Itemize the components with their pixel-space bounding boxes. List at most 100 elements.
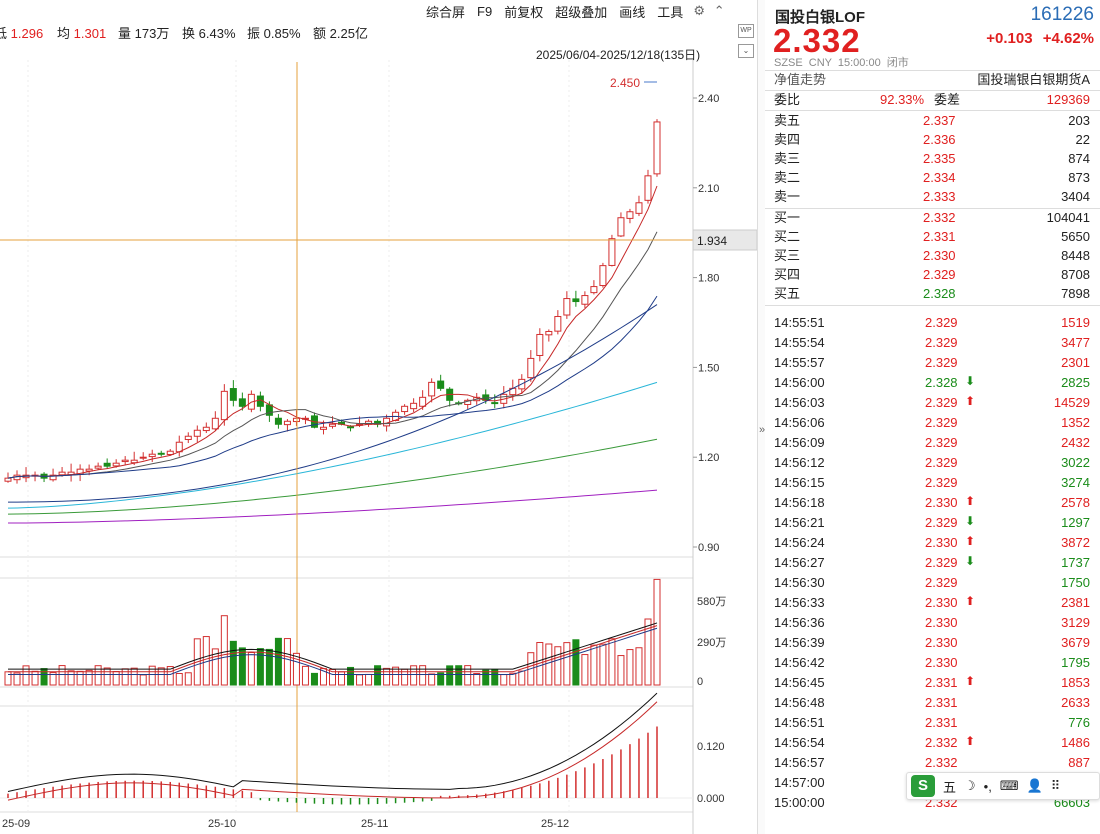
volume-bar	[256, 648, 264, 686]
wp-button[interactable]: WP	[738, 24, 754, 38]
tick-time: 14:56:54	[774, 735, 825, 750]
volume-bar	[292, 652, 300, 686]
bid-price: 2.330	[923, 248, 956, 263]
chevron-right-icon[interactable]: »	[759, 424, 766, 436]
volume-bar	[247, 652, 255, 686]
volume-bar	[229, 640, 237, 686]
arrow-down-icon: ⬇	[965, 554, 976, 568]
volume-bar	[473, 673, 481, 686]
punctuation-icon[interactable]: •,	[983, 778, 992, 794]
tick-time: 14:55:57	[774, 355, 825, 370]
tick-time: 14:57:00	[774, 775, 825, 790]
toolbar-composite-screen[interactable]: 综合屏	[426, 4, 466, 20]
chevron-up-icon[interactable]: ⌃	[713, 3, 725, 18]
nav-trend-link[interactable]: 净值走势	[774, 72, 827, 87]
toolbar-tools[interactable]: 工具	[657, 4, 684, 20]
volume-bar	[121, 668, 129, 686]
tick-volume: 1297	[1061, 515, 1090, 530]
candle-body	[238, 398, 246, 407]
candle-body	[599, 265, 607, 287]
gear-icon[interactable]: ⚙	[693, 3, 706, 18]
candle-body	[527, 357, 535, 379]
chevron-down-icon[interactable]: ⌄	[738, 44, 754, 58]
tick-price: 2.329	[925, 575, 958, 590]
candle-body	[491, 402, 499, 405]
toolbar-forward-adjust[interactable]: 前复权	[504, 4, 544, 20]
tick-volume: 1853	[1061, 675, 1090, 690]
ma20-line	[7, 295, 658, 479]
volume-bar	[67, 670, 75, 686]
price-change: +0.103 +4.62%	[986, 30, 1094, 47]
candle-body	[563, 298, 571, 316]
volume-bar	[419, 665, 427, 686]
price-tick-label: 1.20	[698, 452, 719, 464]
tick-price: 2.332	[925, 755, 958, 770]
candle-body	[292, 417, 300, 423]
volume-ma5-line	[8, 622, 658, 670]
tick-volume: 3872	[1061, 535, 1090, 550]
candle-body	[211, 417, 219, 430]
candle-body	[572, 298, 580, 303]
tick-price: 2.331	[925, 675, 958, 690]
panel-splitter[interactable]	[757, 0, 765, 834]
ask-label: 卖二	[774, 170, 801, 185]
candle-body	[545, 330, 553, 336]
volume-bar	[608, 638, 616, 686]
change-percent: +4.62%	[1042, 30, 1094, 47]
sogou-logo-icon[interactable]: S	[911, 775, 935, 797]
x-tick-label: 25-11	[361, 818, 388, 830]
ask-volume: 203	[1068, 113, 1090, 128]
candle-body	[112, 462, 120, 467]
market-code: SZSE	[774, 57, 803, 69]
tick-price: 2.328	[925, 375, 958, 390]
tick-volume: 2825	[1061, 375, 1090, 390]
stat-volume: 量 173万	[118, 26, 170, 41]
ask-row: 卖一 2.333 3404	[765, 187, 1100, 206]
ask-volume: 3404	[1061, 189, 1090, 204]
candle-body	[437, 380, 445, 389]
volume-bar	[220, 615, 228, 686]
candle-body	[590, 286, 598, 294]
volume-bar	[22, 665, 30, 686]
nav-row[interactable]: 净值走势 国投瑞银白银期货A	[765, 70, 1100, 89]
bid-label: 买五	[774, 286, 801, 301]
bid-label: 买一	[774, 210, 801, 225]
moon-icon[interactable]: ☽	[964, 778, 976, 793]
tick-volume: 1737	[1061, 555, 1090, 570]
ask-label: 卖五	[774, 113, 801, 128]
ime-toolbar: S 五 ☽ •, ⌨ 👤 ⠿	[906, 772, 1100, 800]
candle-body	[274, 417, 282, 425]
tick-volume: 3129	[1061, 615, 1090, 630]
tick-volume: 3022	[1061, 455, 1090, 470]
ime-item[interactable]: 五	[943, 779, 957, 795]
volume-bar	[166, 666, 174, 686]
ask-label: 卖四	[774, 132, 801, 147]
candle-body	[166, 450, 174, 456]
volume-bar	[238, 647, 246, 686]
keyboard-icon[interactable]: ⌨	[999, 778, 1019, 793]
ask-price: 2.337	[923, 113, 956, 128]
dea-line	[7, 701, 658, 801]
tick-price: 2.330	[925, 535, 958, 550]
arrow-up-icon: ⬆	[965, 394, 976, 408]
tick-row: 14:56:30 2.329 1750	[765, 573, 1100, 592]
toolbar-f9[interactable]: F9	[477, 3, 493, 19]
ask-row: 卖二 2.334 873	[765, 168, 1100, 187]
toolbar-super-overlay[interactable]: 超级叠加	[555, 4, 608, 20]
candle-body	[644, 175, 652, 201]
volume-bar	[103, 667, 111, 686]
tick-row: 14:56:39 2.330 3679	[765, 633, 1100, 652]
volume-ma20-line	[8, 627, 658, 675]
tick-price: 2.329	[925, 435, 958, 450]
candle-body	[608, 238, 616, 266]
tick-row: 14:56:15 2.329 3274	[765, 473, 1100, 492]
grid-menu-icon[interactable]: ⠿	[1050, 778, 1061, 793]
toolbar-draw-line[interactable]: 画线	[619, 4, 646, 20]
arrow-up-icon: ⬆	[965, 594, 976, 608]
volume-bar	[338, 671, 346, 686]
user-icon[interactable]: 👤	[1026, 778, 1043, 793]
volume-tick-label: 290万	[697, 637, 726, 649]
tick-price: 2.329	[925, 555, 958, 570]
ask-row: 卖五 2.337 203	[765, 111, 1100, 130]
candlestick-chart[interactable]: 2.40 2.10 1.80 1.50 1.20 0.90 25-09 25-10 25-11 2…	[0, 60, 760, 834]
